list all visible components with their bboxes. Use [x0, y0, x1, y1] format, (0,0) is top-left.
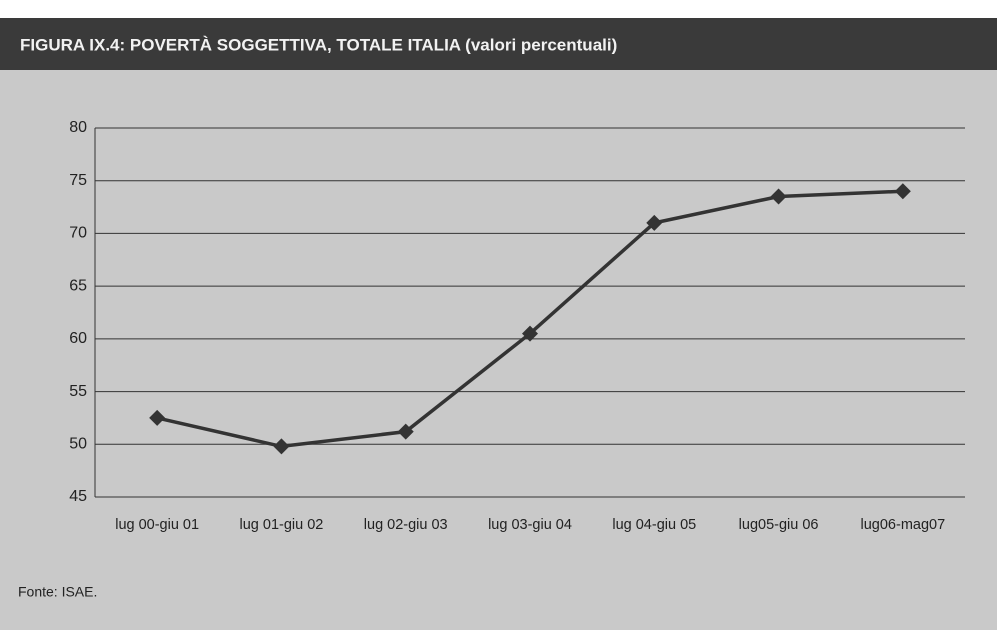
x-tick-label: lug 02-giu 03 — [364, 517, 448, 533]
y-tick-label: 50 — [69, 436, 87, 453]
x-tick-label: lug 00-giu 01 — [115, 517, 199, 533]
y-tick-label: 80 — [69, 119, 87, 136]
y-tick-label: 45 — [69, 488, 87, 505]
y-tick-label: 75 — [69, 172, 87, 189]
data-marker — [273, 438, 290, 455]
y-tick-label: 70 — [69, 225, 87, 242]
y-tick-label: 65 — [69, 277, 87, 294]
x-tick-label: lug 03-giu 04 — [488, 517, 572, 533]
x-tick-label: lug05-giu 06 — [739, 517, 819, 533]
data-marker — [894, 183, 911, 200]
header-bar — [0, 18, 997, 70]
data-marker — [770, 188, 787, 205]
data-marker — [646, 214, 663, 231]
data-marker — [149, 409, 166, 426]
y-tick-label: 60 — [69, 330, 87, 347]
x-tick-label: lug 01-giu 02 — [240, 517, 324, 533]
chart-title: FIGURA IX.4: POVERTÀ SOGGETTIVA, TOTALE … — [20, 35, 617, 54]
x-tick-label: lug06-mag07 — [861, 517, 946, 533]
data-marker — [397, 423, 414, 440]
y-tick-label: 55 — [69, 383, 87, 400]
x-tick-label: lug 04-giu 05 — [612, 517, 696, 533]
data-marker — [522, 325, 538, 342]
panel-background — [0, 18, 997, 630]
source-note: Fonte: ISAE. — [18, 584, 97, 600]
